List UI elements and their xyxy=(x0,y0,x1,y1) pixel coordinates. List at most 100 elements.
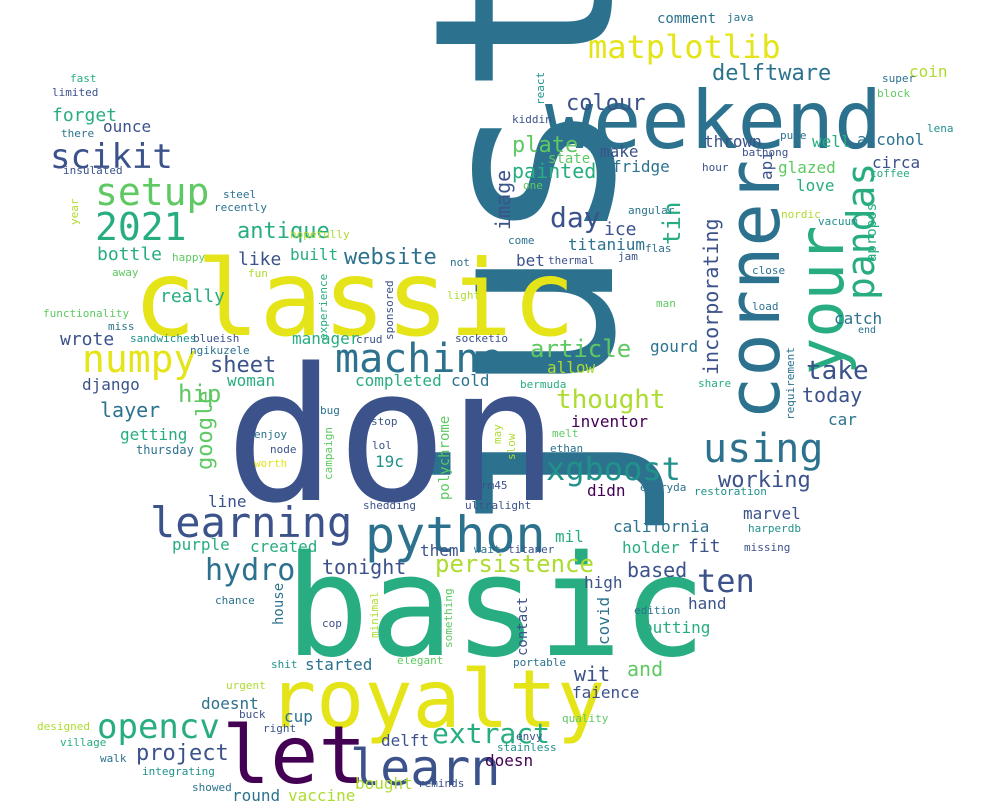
word-forget: forget xyxy=(52,105,117,126)
word-ten: ten xyxy=(697,562,755,600)
word-lol: lol xyxy=(372,439,392,452)
word-created: created xyxy=(250,537,317,556)
word-car: car xyxy=(828,410,857,429)
word-react: react xyxy=(534,72,547,105)
word-steel: steel xyxy=(223,188,256,201)
word-one: one xyxy=(523,179,543,192)
word-putting: putting xyxy=(643,618,710,637)
word-tonight: tonight xyxy=(322,555,406,579)
word-just: just xyxy=(380,0,671,548)
word-share: share xyxy=(698,377,731,390)
word-java: java xyxy=(727,11,754,24)
word-worth: worth xyxy=(254,457,287,470)
word-hour: hour xyxy=(702,161,729,174)
word-catch: catch xyxy=(834,309,882,328)
word-make: make xyxy=(600,142,639,161)
word-corner: corner xyxy=(712,160,796,420)
word-right: right xyxy=(263,722,296,735)
word-manager: manager xyxy=(292,329,360,348)
word-purple: purple xyxy=(172,535,230,554)
word-load: load xyxy=(752,300,779,313)
word-year: year xyxy=(68,198,81,225)
word-enjoy: enjoy xyxy=(254,428,287,441)
word-away: away xyxy=(112,266,139,279)
word-colour: colour xyxy=(566,91,645,116)
word-learn: learn xyxy=(350,739,501,797)
word-envy: envy xyxy=(516,730,543,743)
word-like: like xyxy=(238,249,281,270)
word-hip: hip xyxy=(178,380,221,408)
word-contact: contact xyxy=(515,597,531,656)
word-blueish: blueish xyxy=(193,332,239,345)
word-portable: portable xyxy=(513,656,566,669)
word-classic: classic xyxy=(133,238,576,360)
word-chance: chance xyxy=(215,594,255,607)
word-doesnt: doesnt xyxy=(201,694,259,713)
word-insulated: insulated xyxy=(63,164,123,177)
word-mil: mil xyxy=(555,527,584,546)
word-painted: painted xyxy=(512,159,596,183)
word-don: don xyxy=(225,328,559,544)
word-buck: buck xyxy=(239,708,266,721)
word-wrote: wrote xyxy=(60,329,114,350)
word-your: your xyxy=(785,226,858,375)
word-them: them xyxy=(420,541,459,560)
word-nordic: nordic xyxy=(781,208,821,221)
word-california: california xyxy=(613,517,709,536)
word-completed: completed xyxy=(355,371,442,390)
word-today: today xyxy=(802,383,862,407)
word-antique: antique xyxy=(237,219,330,244)
word-thought: thought xyxy=(556,385,666,415)
word-lena: lena xyxy=(927,122,954,135)
word-really: really xyxy=(160,286,225,307)
word-fast: fast xyxy=(70,72,97,85)
word-ice: ice xyxy=(604,219,637,240)
word-python: python xyxy=(365,506,546,564)
word-day: day xyxy=(550,201,601,234)
word-sheet: sheet xyxy=(210,353,276,378)
word-pandas: pandas xyxy=(839,163,883,300)
word-coffee: coffee xyxy=(870,167,910,180)
word-ngikuzele: ngikuzele xyxy=(190,344,250,357)
word-website: website xyxy=(344,245,437,270)
word-well: well xyxy=(812,132,851,151)
word-titanium: titanium xyxy=(568,235,645,254)
word-socketio: socketio xyxy=(455,332,508,345)
word-walk: walk xyxy=(100,752,127,765)
word-state: state xyxy=(548,151,590,167)
word-and: and xyxy=(627,657,663,681)
word-working: working xyxy=(718,468,811,493)
word-missing: missing xyxy=(744,541,790,554)
word-inventor: inventor xyxy=(571,412,648,431)
word-let: let xyxy=(222,709,367,802)
word-alcohol: alcohol xyxy=(857,130,924,149)
word-delftware: delftware xyxy=(712,61,831,86)
word-angular: angular xyxy=(628,204,675,217)
word-flas: flas xyxy=(645,242,672,255)
word-line: line xyxy=(208,492,247,511)
word-sandwiches: sandwiches xyxy=(130,332,196,345)
word-delft: delft xyxy=(381,731,429,750)
word-love: love xyxy=(796,176,835,195)
word-learning: learning xyxy=(150,498,352,547)
word-bathong: bathong xyxy=(742,146,788,159)
word-recently: recently xyxy=(214,201,267,214)
word-cup: cup xyxy=(284,707,313,726)
word-take: take xyxy=(806,356,869,386)
word-come: come xyxy=(508,234,535,247)
word-glazed: glazed xyxy=(778,158,836,177)
word-hydro: hydro xyxy=(205,553,295,588)
word-functionality: functionality xyxy=(43,307,129,320)
word-faience: faience xyxy=(572,683,639,702)
word-pure: pure xyxy=(780,129,807,142)
word-sponsored: sponsored xyxy=(383,280,396,340)
word-restoration: restoration xyxy=(694,485,767,498)
word-minimal: minimal xyxy=(368,592,381,638)
word-showed: showed xyxy=(192,781,232,794)
word-bermuda: bermuda xyxy=(520,378,566,391)
word-close: close xyxy=(752,264,785,277)
word-incorporating: incorporating xyxy=(699,218,723,375)
word-circa: circa xyxy=(872,153,920,172)
word-stainless: stainless xyxy=(497,741,557,754)
